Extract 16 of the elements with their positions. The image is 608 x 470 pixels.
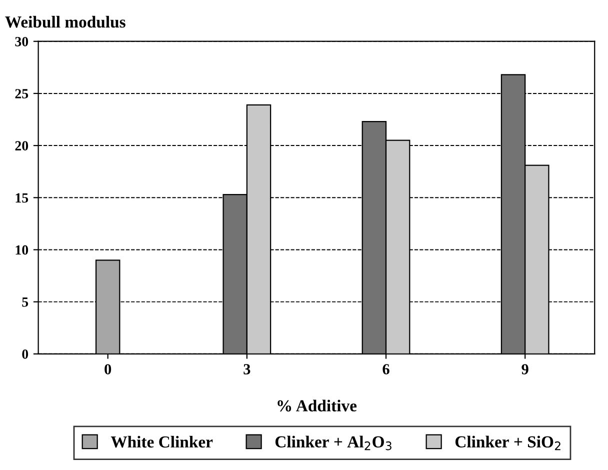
x-tick-label: 9 [522,364,528,374]
legend-label: White Clinker [110,436,213,448]
y-tick-label: 0 [22,349,28,359]
x-axis-title: % Additive [278,400,357,412]
y-tick-label: 5 [22,298,28,307]
y-tick-label: 10 [16,245,28,255]
y-tick-label: 30 [15,36,28,46]
x-tick-label: 3 [244,364,250,374]
y-tick-label: 15 [16,193,28,203]
legend-label: Clinker + Al$_{2}$O$_{3}$ [275,436,392,450]
x-tick-label: 6 [382,364,390,374]
x-tick-label: 0 [104,364,112,374]
y-tick-label: 25 [15,89,28,98]
y-tick-label: 20 [15,141,28,150]
legend-label: Clinker + SiO$_{2}$ [455,436,560,450]
chart-title: Weibull modulus [5,16,126,28]
